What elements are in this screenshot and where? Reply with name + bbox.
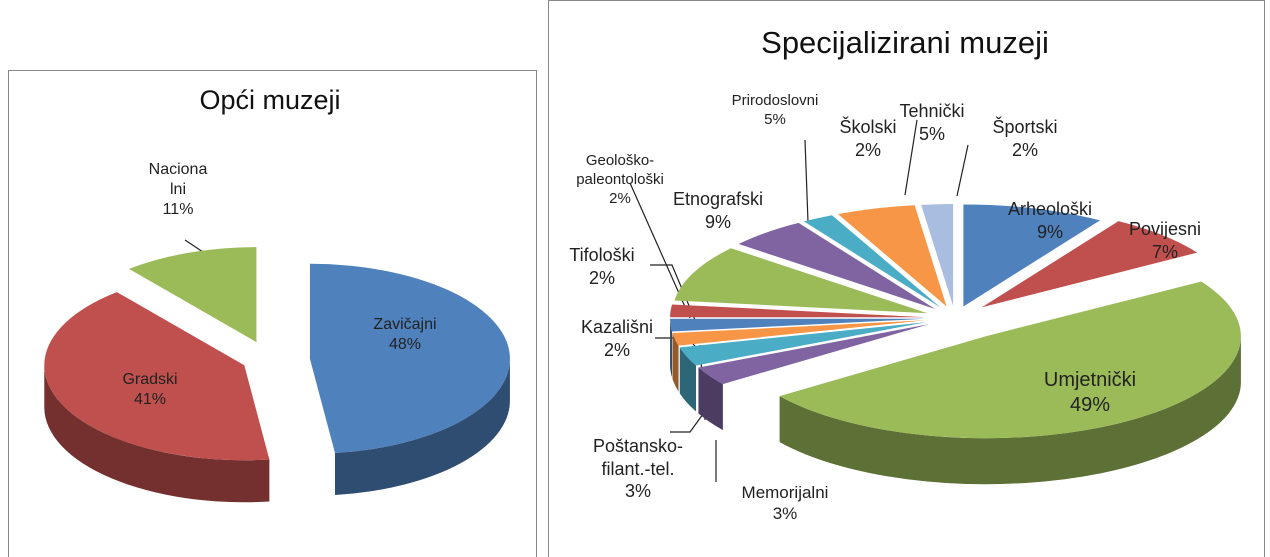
chart-frame (548, 0, 1265, 557)
category-label: Poštansko-filant.-tel. (592, 436, 684, 479)
value-label: 11% (162, 201, 194, 218)
value-label: 3% (772, 504, 798, 524)
category-label: Povijesni (1128, 219, 1202, 239)
value-label: 5% (764, 110, 786, 128)
slice-side (670, 318, 673, 378)
data-label: Umjetnički 49% (1015, 368, 1165, 418)
slice (698, 324, 930, 385)
category-label: Geološko-paleontološki (576, 152, 664, 188)
slice (670, 304, 926, 318)
slice (44, 292, 270, 461)
slice (738, 222, 936, 309)
data-label: Memorijalni 3% (720, 482, 850, 525)
slice (674, 248, 928, 314)
category-label: Gradski (122, 371, 178, 388)
slice (803, 215, 941, 308)
category-label: Školski (839, 117, 897, 137)
data-label: Arheološki 9% (990, 198, 1110, 243)
slice-side (44, 365, 270, 503)
slice (309, 263, 510, 454)
slice (921, 204, 954, 307)
value-label: 9% (704, 211, 731, 232)
data-label: Kazališni 2% (567, 316, 667, 361)
category-label: Etnografski (672, 189, 764, 209)
value-label: 2% (1011, 139, 1038, 160)
value-label: 7% (1151, 241, 1178, 262)
value-label: 2% (588, 267, 615, 288)
data-label: Poštansko-filant.-tel. 3% (583, 435, 693, 503)
data-label: Športski 2% (980, 116, 1070, 161)
slice (963, 204, 1101, 307)
category-label: Kazališni (580, 317, 654, 337)
value-label: 9% (1036, 221, 1063, 242)
category-label: Tifološki (569, 245, 635, 265)
value-label: 2% (609, 189, 631, 207)
slice (838, 205, 947, 307)
slice-side (698, 367, 723, 431)
value-label: 3% (624, 481, 651, 501)
data-label: Prirodoslovni 5% (710, 92, 840, 130)
category-label: Prirodoslovni (731, 92, 819, 109)
slice (672, 320, 926, 346)
category-label: Nacionalni (148, 161, 208, 198)
chart-frame (8, 70, 537, 557)
slice (128, 247, 257, 343)
data-label: Geološko-paleontološki 2% (560, 152, 680, 208)
slice (679, 322, 927, 366)
category-label: Umjetnički (1043, 369, 1137, 391)
value-label: 41% (133, 391, 167, 408)
data-label: Zavičajni 48% (360, 315, 450, 355)
value-label: 2% (603, 339, 630, 360)
slice (779, 281, 1241, 439)
category-label: Športski (992, 117, 1058, 137)
category-label: Tehnički (899, 101, 965, 121)
slice-side (679, 347, 697, 412)
slice (981, 221, 1198, 308)
data-label: Povijesni 7% (1110, 218, 1220, 263)
value-label: 49% (1069, 394, 1111, 416)
value-label: 2% (854, 139, 881, 160)
data-label: Tehnički 5% (892, 100, 972, 145)
category-label: Zavičajni (373, 316, 437, 333)
category-label: Arheološki (1007, 199, 1093, 219)
category-label: Memorijalni (741, 483, 829, 502)
value-label: 5% (918, 123, 945, 144)
slice-side (779, 336, 1241, 485)
data-label: Tifološki 2% (552, 244, 652, 289)
data-label: Etnografski 9% (663, 188, 773, 233)
value-label: 48% (388, 336, 422, 353)
data-label: Nacionalni 11% (147, 160, 209, 220)
slice-side (334, 358, 510, 496)
data-label: Gradski 41% (105, 370, 195, 410)
slice (670, 318, 926, 332)
slice-side (672, 333, 679, 392)
chart-title: Opći muzeji (199, 85, 341, 115)
chart-title: Specijalizirani muzeji (761, 25, 1049, 60)
data-label: Školski 2% (828, 116, 908, 161)
